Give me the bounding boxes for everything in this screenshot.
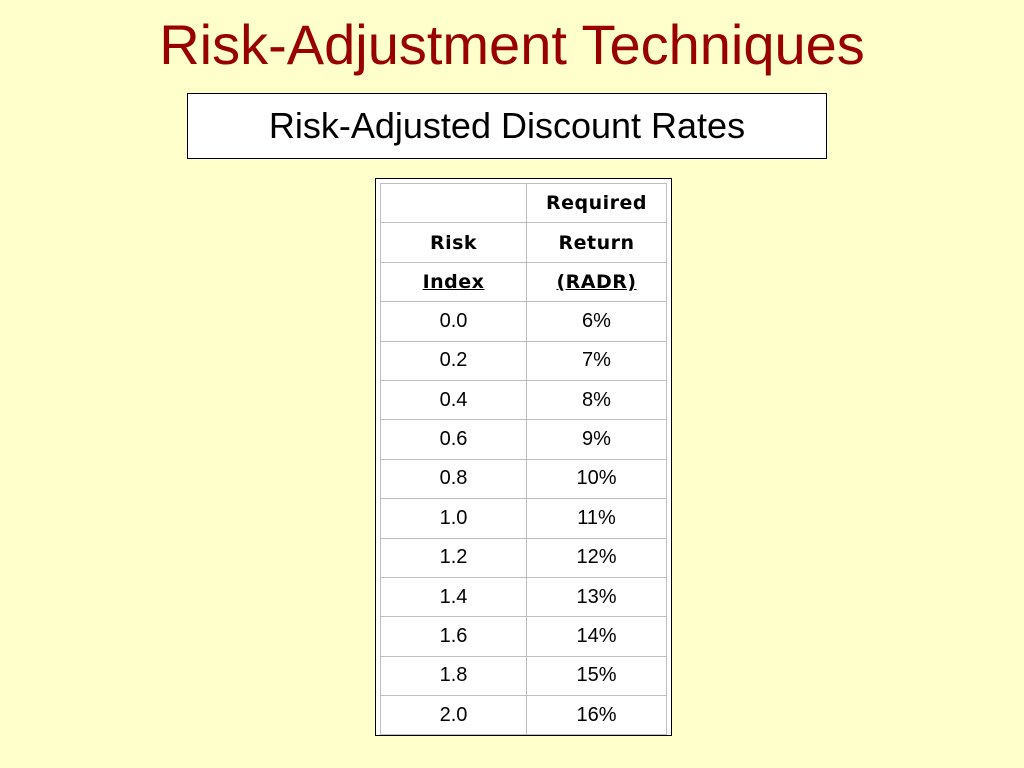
subtitle-box: Risk-Adjusted Discount Rates	[187, 93, 827, 159]
table-row: 1.6 14%	[380, 616, 667, 657]
table-row: 0.4 8%	[380, 379, 667, 421]
risk-index-cell: 1.2	[380, 537, 527, 578]
risk-index-cell: 0.8	[380, 458, 527, 500]
table-row: 1.4 13%	[380, 576, 667, 618]
table-header-row: Index (RADR)	[380, 261, 667, 303]
table-header-row: Required	[380, 182, 667, 224]
radr-cell: 6%	[526, 301, 667, 342]
table-row: 0.6 9%	[380, 419, 667, 460]
subtitle-text: Risk-Adjusted Discount Rates	[268, 105, 746, 146]
table-header-row: Risk Return	[380, 222, 667, 263]
slide-title: Risk-Adjustment Techniques	[159, 13, 865, 76]
radr-cell: 7%	[526, 340, 667, 381]
radr-cell: 16%	[526, 695, 667, 736]
header-cell: Risk	[380, 222, 527, 263]
header-cell: Index	[380, 261, 527, 303]
risk-index-cell: 2.0	[380, 695, 527, 736]
header-cell	[380, 182, 527, 224]
radr-table-container: Required Risk Return Index (RADR) 0.0 6%…	[375, 178, 672, 736]
risk-index-cell: 1.4	[380, 576, 527, 618]
radr-cell: 13%	[526, 576, 667, 618]
radr-cell: 8%	[526, 379, 667, 421]
risk-index-cell: 1.8	[380, 655, 527, 697]
header-cell: Required	[526, 182, 667, 224]
table-row: 2.0 16%	[380, 695, 667, 736]
header-label-radr: (RADR)	[556, 270, 637, 293]
radr-cell: 9%	[526, 419, 667, 460]
table-row: 1.2 12%	[380, 537, 667, 578]
risk-index-cell: 1.0	[380, 498, 527, 539]
radr-cell: 12%	[526, 537, 667, 578]
radr-cell: 10%	[526, 458, 667, 500]
table-row: 1.0 11%	[380, 498, 667, 539]
risk-index-cell: 0.0	[380, 301, 527, 342]
table-row: 0.0 6%	[380, 301, 667, 342]
radr-cell: 15%	[526, 655, 667, 697]
radr-cell: 14%	[526, 616, 667, 657]
header-cell: Return	[526, 222, 667, 263]
risk-index-cell: 0.2	[380, 340, 527, 381]
table-row: 0.2 7%	[380, 340, 667, 381]
header-label-risk-index: Index	[422, 270, 485, 293]
radr-cell: 11%	[526, 498, 667, 539]
table-row: 1.8 15%	[380, 655, 667, 697]
table-row: 0.8 10%	[380, 458, 667, 500]
risk-index-cell: 1.6	[380, 616, 527, 657]
risk-index-cell: 0.6	[380, 419, 527, 460]
radr-table: Required Risk Return Index (RADR) 0.0 6%…	[380, 182, 667, 736]
header-cell: (RADR)	[526, 261, 667, 303]
risk-index-cell: 0.4	[380, 379, 527, 421]
